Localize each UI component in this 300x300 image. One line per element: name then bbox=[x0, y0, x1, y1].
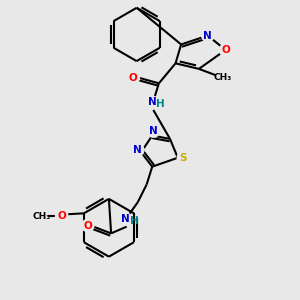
Text: H: H bbox=[156, 99, 164, 110]
Text: S: S bbox=[180, 153, 187, 163]
Circle shape bbox=[202, 29, 214, 42]
Circle shape bbox=[82, 219, 94, 232]
Text: CH₃: CH₃ bbox=[213, 73, 231, 82]
Text: CH₃: CH₃ bbox=[32, 212, 51, 221]
Text: H: H bbox=[130, 216, 139, 226]
Text: N: N bbox=[134, 145, 142, 155]
Text: N: N bbox=[203, 31, 212, 40]
Circle shape bbox=[146, 96, 158, 108]
Circle shape bbox=[119, 213, 132, 225]
Text: O: O bbox=[129, 73, 138, 83]
Text: N: N bbox=[149, 126, 158, 136]
Text: O: O bbox=[221, 45, 230, 55]
Circle shape bbox=[147, 125, 159, 137]
Circle shape bbox=[56, 209, 68, 222]
Circle shape bbox=[219, 44, 232, 56]
Circle shape bbox=[177, 152, 189, 164]
Circle shape bbox=[216, 72, 228, 84]
Circle shape bbox=[132, 144, 144, 156]
Text: O: O bbox=[57, 211, 66, 220]
Text: N: N bbox=[148, 97, 157, 107]
Text: N: N bbox=[121, 214, 130, 224]
Text: O: O bbox=[83, 220, 92, 231]
Circle shape bbox=[127, 72, 140, 84]
